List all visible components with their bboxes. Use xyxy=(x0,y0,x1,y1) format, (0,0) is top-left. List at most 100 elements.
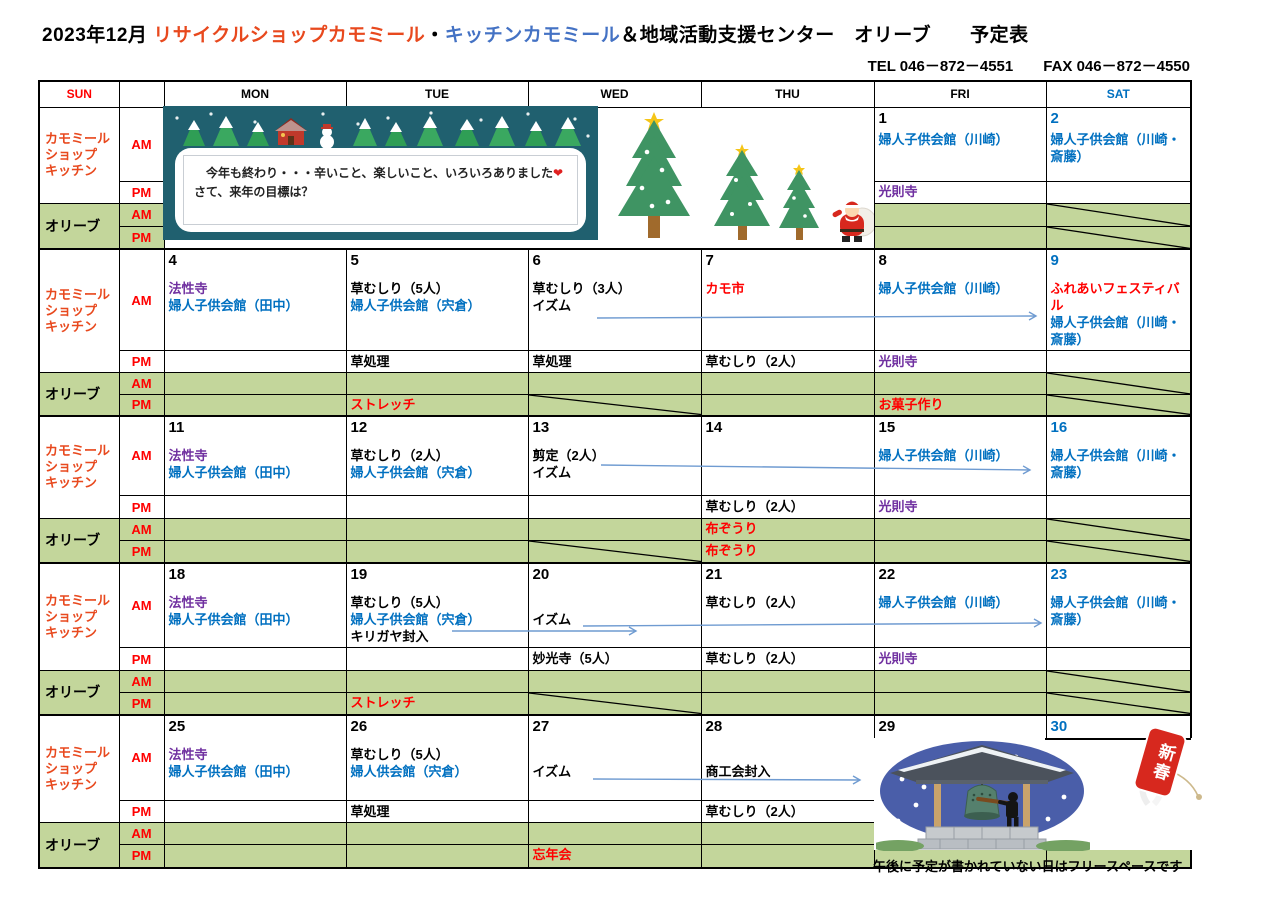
tree-medium-icon xyxy=(714,144,770,240)
cell-dec18-am: 18 法性寺 婦人子供会館（田中） xyxy=(163,561,347,648)
cell-dec12-am: 12 草むしり（2人） 婦人子供会館（宍倉） xyxy=(345,414,529,496)
spacer xyxy=(706,746,870,763)
event-text: 草むしり（2人） xyxy=(705,803,804,819)
cell-dec28-am: 28 商工会封入 xyxy=(700,713,875,801)
header-thu: THU xyxy=(700,80,875,108)
cell-dec6-pm: 草処理 xyxy=(527,350,702,373)
olive-cell: お菓子作り xyxy=(873,394,1047,416)
header-mon: MON xyxy=(163,80,347,108)
event-text: 草むしり（2人） xyxy=(350,447,449,463)
date-number: 7 xyxy=(705,252,714,269)
time-label-pm: PM xyxy=(118,692,165,715)
diagonal-strike xyxy=(529,395,700,415)
olive-cell: ストレッチ xyxy=(345,692,529,715)
cell-dec25-am: 25 法性寺 婦人子供会館（田中） xyxy=(163,713,347,801)
date-number: 18 xyxy=(168,565,186,583)
header-sun: SUN xyxy=(38,80,120,108)
event-text: 草むしり（2人） xyxy=(705,499,804,514)
diagonal-strike xyxy=(1047,541,1190,562)
date-number: 13 xyxy=(532,418,550,436)
date-number: 2 xyxy=(1050,109,1059,127)
spacer xyxy=(533,594,697,611)
cell-dec2-pm xyxy=(1045,180,1192,204)
diagonal-strike xyxy=(1047,693,1190,714)
olive-cell xyxy=(700,692,875,715)
olive-cell: 忘年会 xyxy=(527,844,702,868)
event-text: お菓子作り xyxy=(878,397,944,412)
date-number: 20 xyxy=(532,565,550,583)
cell-dec20-am: 20 イズム xyxy=(527,561,702,648)
cell-dec8-pm: 光則寺 xyxy=(873,350,1047,373)
event-text: 草むしり（5人） xyxy=(350,746,449,762)
newyear-image-area xyxy=(874,738,1192,851)
event-text: 婦人子供会館（川崎） xyxy=(878,447,1009,463)
olive-cell xyxy=(873,372,1047,395)
date-number: 25 xyxy=(168,717,186,735)
olive-cell xyxy=(163,692,347,715)
row-label-chamomile: カモミール ショップ キッチン xyxy=(38,561,120,671)
event-text: 布ぞうり xyxy=(705,543,758,558)
event-text: 法性寺 xyxy=(168,447,208,463)
santa-icon xyxy=(828,199,877,242)
olive-cell xyxy=(163,372,347,395)
time-label-pm: PM xyxy=(118,350,165,373)
banner-line2: さて、来年の目標は？ xyxy=(194,185,314,199)
title-rest: ＆地域活動支援センター オリーブ 予定表 xyxy=(620,25,1029,46)
event-text: 婦人子供会館（川崎・斎藤） xyxy=(1050,447,1181,480)
olive-cell xyxy=(1045,844,1192,868)
cell-dec8-am: 8 婦人子供会館（川崎） xyxy=(873,248,1047,351)
event-text: イズム xyxy=(532,763,572,779)
cell-dec11-am: 11 法性寺 婦人子供会館（田中） xyxy=(163,414,347,496)
date-number: 5 xyxy=(350,252,359,269)
olive-cell-crossed xyxy=(527,540,702,563)
cell-dec1-pm: 光則寺 xyxy=(873,180,1047,204)
winter-banner: 今年も終わり・・・辛いこと、楽しいこと、いろいろありました❤ さて、来年の目標は… xyxy=(163,106,598,240)
cell-dec1-olive-am xyxy=(873,202,1047,227)
cell-dec5-pm: 草処理 xyxy=(345,350,529,373)
cell-dec19-am: 19 草むしり（5人） 婦人子供会館（宍倉） キリガヤ封入 xyxy=(345,561,529,648)
olive-cell xyxy=(700,822,875,845)
row-label-chamomile: カモミール ショップ キッチン xyxy=(38,106,120,204)
olive-cell xyxy=(700,372,875,395)
time-label-am: AM xyxy=(118,414,165,496)
event-text: 商工会封入 xyxy=(705,763,771,779)
cell-dec22-pm: 光則寺 xyxy=(873,647,1047,671)
olive-cell xyxy=(700,394,875,416)
olive-cell xyxy=(345,372,529,395)
time-label-pm: PM xyxy=(118,540,165,563)
event-text: 草むしり（5人） xyxy=(350,281,449,296)
event-text: 婦人子供会館（田中） xyxy=(168,464,299,480)
olive-cell-crossed xyxy=(1045,670,1192,693)
event-text: 光則寺 xyxy=(878,353,918,369)
time-label-am: AM xyxy=(118,561,165,648)
event-text: 妙光寺（5人） xyxy=(532,651,618,666)
event-text: 婦人子供会館（宍倉） xyxy=(350,464,481,480)
row-label-chamomile: カモミール ショップ キッチン xyxy=(38,248,120,373)
event-text: 光則寺 xyxy=(878,651,918,666)
cell-dec19-pm xyxy=(345,647,529,671)
cell-dec2-olive-am-crossed xyxy=(1045,202,1192,227)
olive-cell-crossed xyxy=(527,692,702,715)
diagonal-strike xyxy=(1047,373,1190,394)
cell-dec1-olive-pm xyxy=(873,225,1047,250)
event-text: 婦人供会館（宍倉） xyxy=(350,763,468,779)
event-text: 婦人子供会館（川崎・斎藤） xyxy=(1050,594,1181,627)
cell-dec15-pm: 光則寺 xyxy=(873,495,1047,519)
event-text: ストレッチ xyxy=(350,695,416,710)
time-label-am: AM xyxy=(118,248,165,351)
diagonal-strike xyxy=(1047,519,1190,540)
olive-cell: ストレッチ xyxy=(345,394,529,416)
event-text: 草むしり（2人） xyxy=(705,594,804,610)
event-text: イズム xyxy=(532,464,572,480)
christmas-decoration xyxy=(602,110,877,244)
time-label-am: AM xyxy=(118,670,165,693)
row-label-chamomile: カモミール ショップ キッチン xyxy=(38,414,120,519)
time-label-pm: PM xyxy=(118,800,165,823)
weekday-header-row: SUN MON TUE WED THU FRI SAT xyxy=(38,80,1192,108)
event-text: 布ぞうり xyxy=(705,521,758,536)
olive-cell xyxy=(345,844,529,868)
banner-line1: 今年も終わり・・・辛いこと、楽しいこと、いろいろありました❤ xyxy=(194,166,564,180)
event-text: 草処理 xyxy=(532,353,572,369)
event-text: 草むしり（2人） xyxy=(705,651,804,666)
event-text: ふれあいフェスティバル xyxy=(1050,281,1180,313)
